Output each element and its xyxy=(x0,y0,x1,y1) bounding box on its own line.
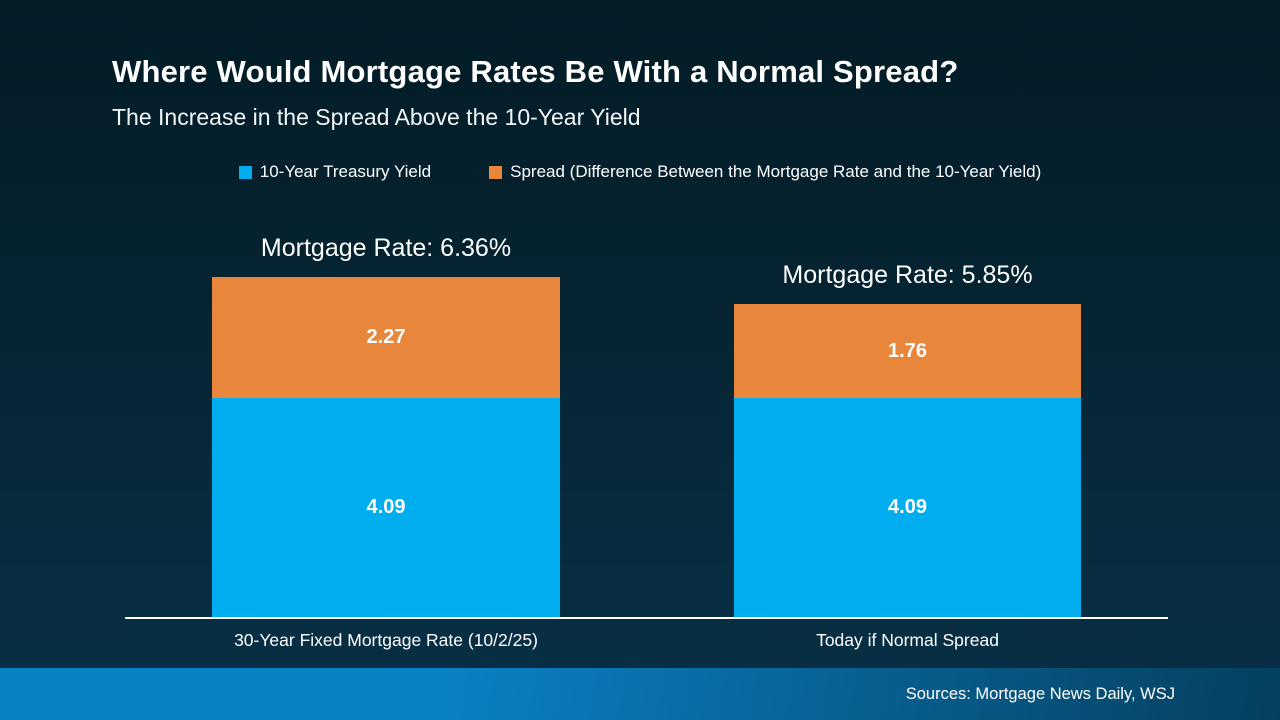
bar-segment-treasury-normal: 4.09 xyxy=(734,398,1081,617)
value-label-treasury-current: 4.09 xyxy=(366,496,406,518)
legend-item-treasury-yield: 10-Year Treasury Yield xyxy=(238,162,432,182)
value-label-spread-current: 2.27 xyxy=(366,326,406,348)
bar-segment-spread-current: 2.27 xyxy=(212,277,560,398)
value-label-treasury-normal: 4.09 xyxy=(888,496,927,518)
category-label-normal: Today if Normal Spread xyxy=(816,630,999,650)
legend-label-spread: Spread (Difference Between the Mortgage … xyxy=(510,162,1042,181)
mortgage-rate-annotation-current: Mortgage Rate: 6.36% xyxy=(260,234,512,262)
chart-title: Where Would Mortgage Rates Be With a Nor… xyxy=(112,54,959,89)
footer-bar: Sources: Mortgage News Daily, WSJ xyxy=(0,668,1280,720)
legend-label-treasury-yield: 10-Year Treasury Yield xyxy=(259,162,432,181)
chart-subtitle: The Increase in the Spread Above the 10-… xyxy=(112,104,641,130)
bar-segment-treasury-current: 4.09 xyxy=(212,398,560,617)
mortgage-rate-annotation-normal: Mortgage Rate: 5.85% xyxy=(782,261,1033,289)
bar-segment-spread-normal: 1.76 xyxy=(734,304,1081,398)
legend: 10-Year Treasury Yield Spread (Differenc… xyxy=(0,162,1280,182)
bar-current-mortgage-rate: Mortgage Rate: 6.36% 2.27 4.09 xyxy=(212,234,560,617)
legend-swatch-orange-icon xyxy=(489,165,503,179)
category-label-current: 30-Year Fixed Mortgage Rate (10/2/25) xyxy=(234,630,538,650)
legend-item-spread: Spread (Difference Between the Mortgage … xyxy=(489,162,1041,182)
value-label-spread-normal: 1.76 xyxy=(888,339,927,362)
sources-text: Sources: Mortgage News Daily, WSJ xyxy=(905,684,1175,703)
x-axis-baseline xyxy=(125,617,1168,619)
legend-swatch-blue-icon xyxy=(238,165,252,179)
bar-normal-spread-scenario: Mortgage Rate: 5.85% 1.76 4.09 xyxy=(734,261,1081,617)
